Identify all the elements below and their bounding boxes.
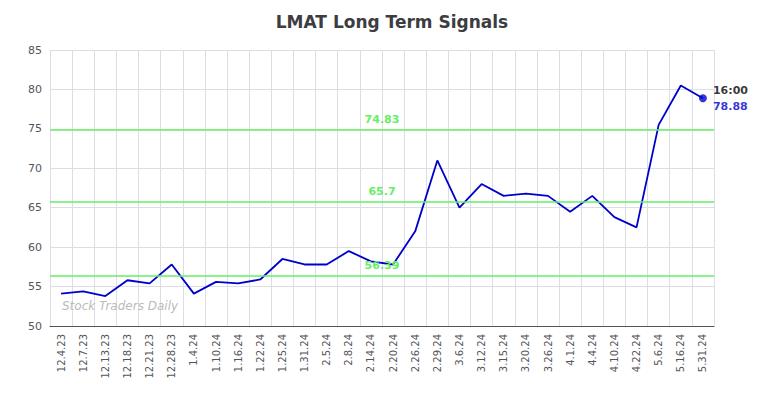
svg-text:78.88: 78.88: [713, 100, 748, 113]
svg-text:3.15.24: 3.15.24: [498, 334, 509, 372]
svg-text:4.10.24: 4.10.24: [609, 334, 620, 372]
svg-text:2.26.24: 2.26.24: [410, 334, 421, 372]
svg-text:85: 85: [28, 44, 42, 57]
svg-text:12.4.23: 12.4.23: [56, 334, 67, 372]
svg-text:1.31.24: 1.31.24: [299, 334, 310, 372]
svg-text:3.12.24: 3.12.24: [476, 334, 487, 372]
svg-text:2.8.24: 2.8.24: [343, 334, 354, 366]
svg-text:1.22.24: 1.22.24: [255, 334, 266, 372]
svg-text:70: 70: [28, 162, 42, 175]
svg-text:12.7.23: 12.7.23: [78, 334, 89, 372]
svg-text:50: 50: [28, 320, 42, 333]
svg-text:65: 65: [28, 201, 42, 214]
svg-text:4.22.24: 4.22.24: [631, 334, 642, 372]
svg-text:2.29.24: 2.29.24: [432, 334, 443, 372]
svg-text:5.31.24: 5.31.24: [697, 334, 708, 372]
svg-text:5.6.24: 5.6.24: [653, 334, 664, 366]
svg-text:12.18.23: 12.18.23: [122, 334, 133, 379]
svg-text:16:00: 16:00: [713, 84, 748, 97]
svg-text:74.83: 74.83: [365, 113, 400, 126]
svg-text:56.39: 56.39: [365, 259, 400, 272]
svg-text:60: 60: [28, 241, 42, 254]
svg-text:Stock Traders Daily: Stock Traders Daily: [62, 299, 179, 313]
svg-text:12.21.23: 12.21.23: [144, 334, 155, 379]
svg-text:2.14.24: 2.14.24: [365, 334, 376, 372]
svg-text:1.25.24: 1.25.24: [277, 334, 288, 372]
svg-text:2.20.24: 2.20.24: [388, 334, 399, 372]
svg-text:12.13.23: 12.13.23: [100, 334, 111, 379]
svg-text:65.7: 65.7: [368, 185, 395, 198]
svg-text:LMAT Long Term Signals: LMAT Long Term Signals: [276, 12, 508, 32]
svg-text:80: 80: [28, 83, 42, 96]
svg-text:4.4.24: 4.4.24: [587, 334, 598, 366]
svg-text:1.16.24: 1.16.24: [233, 334, 244, 372]
svg-text:4.1.24: 4.1.24: [565, 334, 576, 366]
svg-text:3.26.24: 3.26.24: [543, 334, 554, 372]
svg-text:5.16.24: 5.16.24: [675, 334, 686, 372]
svg-text:1.10.24: 1.10.24: [211, 334, 222, 372]
svg-text:75: 75: [28, 122, 42, 135]
svg-text:12.28.23: 12.28.23: [166, 334, 177, 379]
svg-text:1.4.24: 1.4.24: [188, 334, 199, 366]
svg-text:3.6.24: 3.6.24: [454, 334, 465, 366]
svg-text:2.5.24: 2.5.24: [321, 334, 332, 366]
svg-text:3.20.24: 3.20.24: [520, 334, 531, 372]
svg-text:55: 55: [28, 280, 42, 293]
